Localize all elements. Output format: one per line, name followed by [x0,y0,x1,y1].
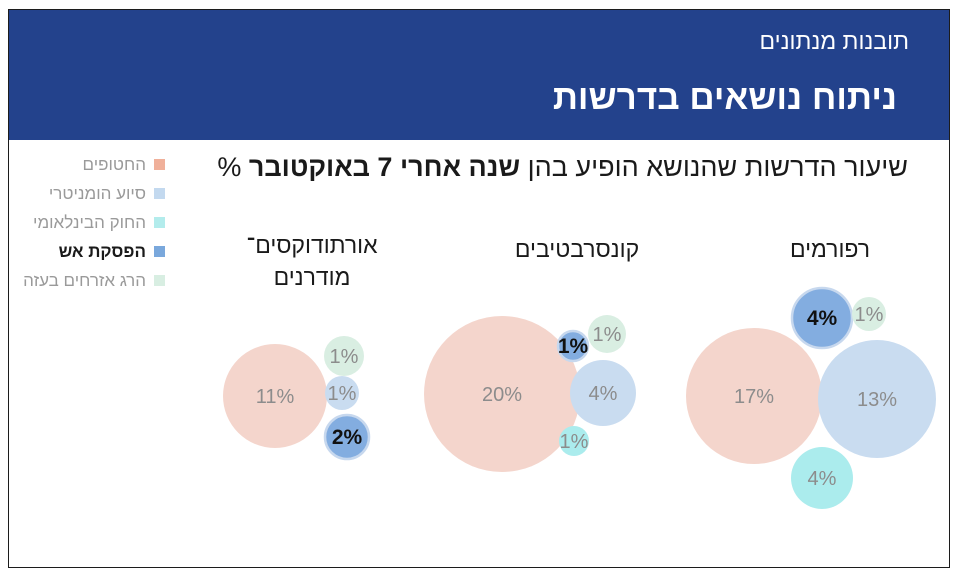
legend-swatch-civilians [154,275,165,286]
group-title-modern-orthodox-1: אורתודוקסים־ [246,232,378,258]
bubble-modern-orthodox-hostages [223,344,327,448]
legend-item-humanitarian: סיוע הומניטרי [10,179,165,208]
legend-label-ceasefire: הפסקת אש [58,241,146,261]
bubble-label-modern-orthodox-hostages: 11% [256,386,295,408]
legend-swatch-hostages [154,159,165,170]
bubble-reform-hostages [686,328,822,464]
bubble-conservative-civilians [588,315,626,353]
subtitle-prefix: שיעור הדרשות שהנושא הופיע בהן [520,152,908,182]
chart-subtitle: שיעור הדרשות שהנושא הופיע בהן שנה אחרי 7… [217,152,908,183]
bubble-modern-orthodox-ceasefire [323,413,371,461]
group-title-modern-orthodox-2: מודרנים [274,264,351,290]
bubble-label-conservative-intl-law: 1% [560,431,589,453]
legend-label-humanitarian: סיוע הומניטרי [48,183,146,203]
bubble-label-modern-orthodox-civilians: 1% [330,346,359,368]
legend-item-ceasefire: הפסקת אש [10,237,165,266]
legend-item-civilians: הרג אזרחים בעזה [10,266,165,295]
bubble-modern-orthodox-humanitarian [325,376,359,410]
bubble-reform-ceasefire [790,286,854,350]
bubbles-layer: 17% 13%4%4% 1%20% 4%1%1% 1%11%2%1%1% [223,286,936,509]
group-title-conservative: קונסרבטיבים [515,236,639,262]
bubble-modern-orthodox-civilians [324,336,364,376]
subtitle-bold: שנה אחרי 7 באוקטובר [248,152,521,182]
bubble-label-modern-orthodox-humanitarian: 1% [328,383,357,405]
subtitle-suffix: % [217,152,249,182]
slide-frame: תובנות מנתונים ניתוח נושאים בדרשות [8,9,950,568]
bubble-conservative-ceasefire [556,329,590,363]
bubble-conservative-hostages [424,316,580,472]
legend-label-civilians: הרג אזרחים בעזה [23,270,146,290]
legend-item-hostages: החטופים [10,150,165,179]
legend-swatch-intl-law [154,217,165,228]
bubble-label-reform-ceasefire: 4% [807,307,838,330]
legend-swatch-humanitarian [154,188,165,199]
bubble-label-conservative-hostages: 20% [482,384,522,406]
bubble-reform-humanitarian [818,340,936,458]
bubble-label-reform-intl-law: 4% [808,468,837,490]
bubble-label-conservative-civilians: 1% [593,324,622,346]
legend-swatch-ceasefire [154,246,165,257]
header-banner: תובנות מנתונים ניתוח נושאים בדרשות [9,10,949,140]
bubble-reform-intl-law [791,447,853,509]
bubble-conservative-intl-law [559,426,589,456]
section-title: תובנות מנתונים [759,28,909,54]
legend-label-hostages: החטופים [82,154,146,174]
bubble-reform-civilians [852,297,886,331]
main-title: ניתוח נושאים בדרשות [552,78,897,117]
bubble-label-reform-civilians: 1% [855,304,884,326]
chart-legend: החטופים סיוע הומניטרי החוק הבינלאומי הפס… [10,150,165,295]
bubble-label-reform-humanitarian: 13% [857,389,897,411]
bubble-label-modern-orthodox-ceasefire: 2% [332,426,363,449]
legend-label-intl-law: החוק הבינלאומי [33,212,146,232]
legend-item-intl-law: החוק הבינלאומי [10,208,165,237]
bubble-label-conservative-humanitarian: 4% [589,383,618,405]
group-title-reform: רפורמים [790,236,870,262]
bubble-label-reform-hostages: 17% [734,386,774,408]
bubble-conservative-humanitarian [570,360,636,426]
bubble-label-conservative-ceasefire: 1% [558,335,589,358]
